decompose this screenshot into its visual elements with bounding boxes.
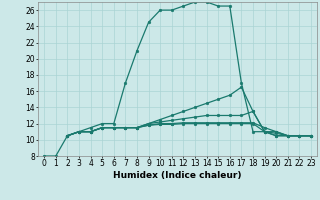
X-axis label: Humidex (Indice chaleur): Humidex (Indice chaleur)	[113, 171, 242, 180]
